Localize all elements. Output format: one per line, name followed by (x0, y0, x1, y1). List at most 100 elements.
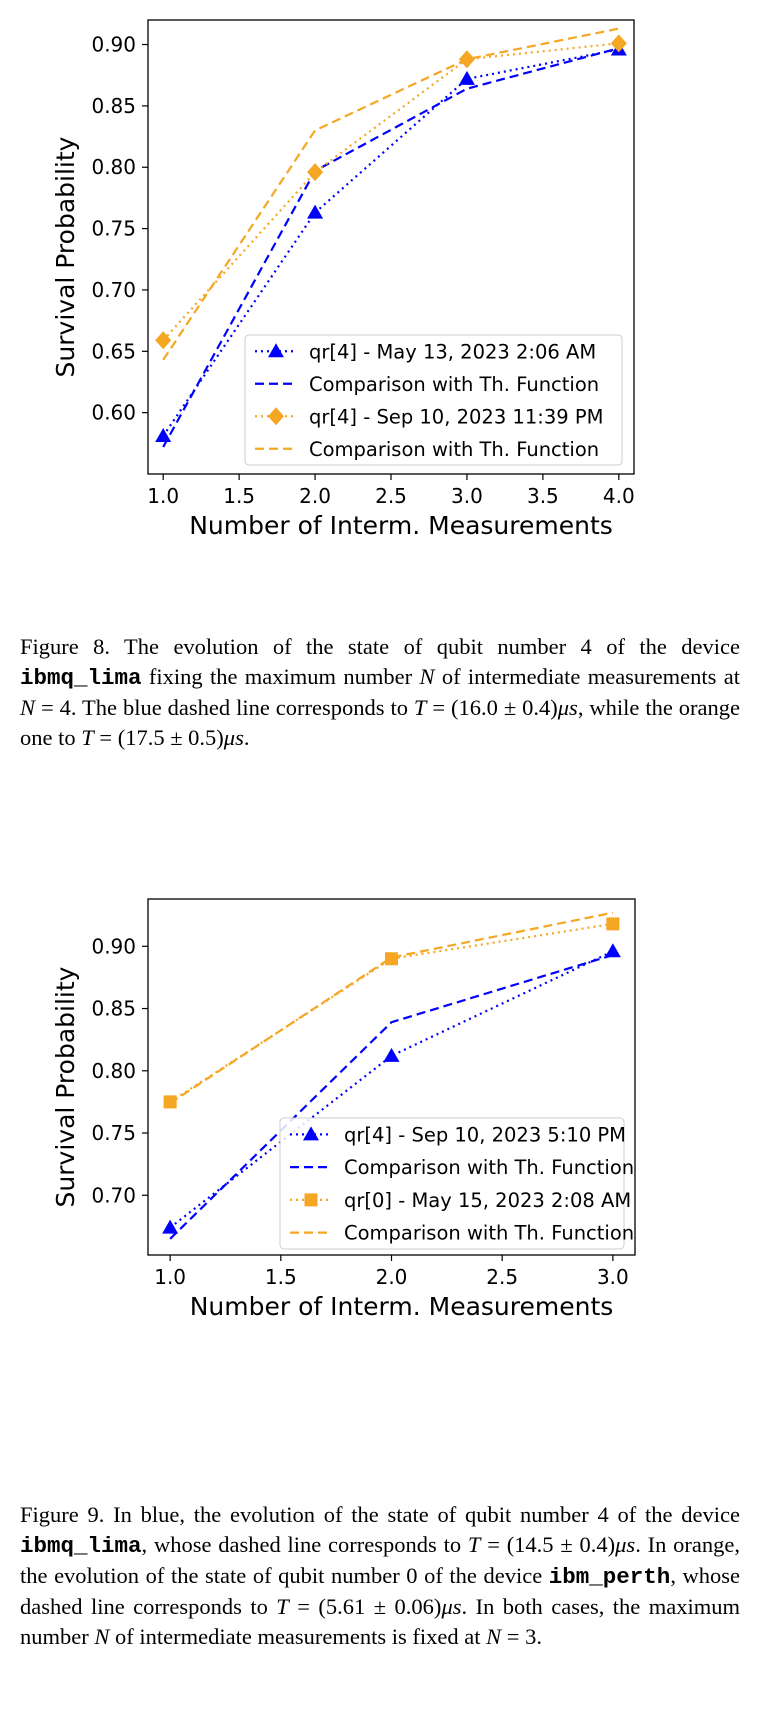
caption-text: of intermediate measurements at (434, 664, 740, 689)
math-var: N (94, 1624, 110, 1649)
y-axis-label: Survival Probability (51, 136, 80, 377)
series-3 (169, 911, 614, 1105)
caption-text: fixing the maximum number (141, 664, 420, 689)
y-tick-label: 0.75 (91, 1121, 136, 1145)
legend-label: qr[4] - May 13, 2023 2:06 AM (309, 340, 596, 363)
legend-label: Comparison with Th. Function (309, 438, 599, 461)
series-2 (163, 917, 620, 1109)
y-tick-label: 0.85 (91, 94, 136, 118)
math-unit: μs (557, 695, 578, 720)
legend: qr[4] - May 13, 2023 2:06 AM Comparison w… (244, 334, 623, 466)
x-tick-label: 1.0 (154, 1265, 186, 1289)
caption-text: , while the orange one to (20, 695, 740, 750)
caption-text: = (14.5 ± 0.4) (480, 1532, 616, 1557)
series-3 (162, 27, 620, 361)
series-0 (162, 943, 621, 1234)
series-1 (162, 47, 620, 448)
math-unit: μs (441, 1594, 462, 1619)
math-var: T (413, 695, 427, 720)
caption-text: , whose dashed line corresponds to (20, 1563, 741, 1619)
y-tick-label: 0.75 (91, 217, 136, 241)
caption-text: = (17.5 ± 0.5) (93, 725, 224, 750)
math-var: N (486, 1624, 502, 1649)
series-1 (169, 953, 614, 1240)
caption-text: of intermediate measurements is fixed at (109, 1624, 487, 1649)
legend-label: qr[4] - Sep 10, 2023 11:39 PM (309, 405, 603, 428)
math-var: T (276, 1594, 289, 1619)
device-name: ibmq_lima (20, 665, 142, 691)
x-axis-label: Number of Interm. Measurements (189, 511, 613, 540)
data-point (606, 917, 620, 931)
data-point (162, 1219, 179, 1234)
data-point (383, 1047, 400, 1062)
legend-marker (303, 1126, 319, 1141)
data-point (458, 70, 475, 85)
series-2 (155, 34, 627, 350)
y-tick-label: 0.80 (91, 1059, 136, 1083)
caption-text: , whose dashed line corresponds to (141, 1532, 468, 1557)
data-point (307, 204, 324, 219)
legend-label: Comparison with Th. Function (344, 1156, 634, 1179)
x-tick-label: 3.5 (527, 484, 559, 508)
series-line (162, 27, 620, 361)
legend-label: Comparison with Th. Function (344, 1222, 634, 1245)
figure-9-caption: Figure 9. In blue, the evolution of the … (20, 1500, 740, 1652)
x-tick-label: 1.5 (265, 1265, 297, 1289)
legend-label: qr[0] - May 15, 2023 2:08 AM (344, 1189, 631, 1212)
y-tick-label: 0.60 (91, 401, 136, 425)
math-var: T (467, 1532, 481, 1557)
data-point (307, 163, 324, 182)
math-var: T (81, 725, 94, 750)
x-tick-label: 4.0 (603, 484, 635, 508)
math-var: N (20, 695, 36, 720)
data-point (604, 943, 621, 958)
data-point (155, 331, 172, 350)
caption-text: = 3. (501, 1624, 542, 1649)
caption-text: Figure 8. The evolution of the state of … (20, 634, 740, 659)
caption-text: = (16.0 ± 0.4) (426, 695, 558, 720)
x-tick-label: 2.0 (299, 484, 331, 508)
x-tick-label: 2.5 (486, 1265, 518, 1289)
legend-box (279, 1117, 625, 1250)
y-tick-label: 0.70 (91, 278, 136, 302)
caption-text: . (243, 725, 250, 750)
math-unit: μs (223, 725, 244, 750)
caption-text: = (5.61 ± 0.06) (288, 1594, 442, 1619)
x-axis-label: Number of Interm. Measurements (190, 1292, 614, 1321)
series-line (162, 42, 619, 341)
x-tick-label: 2.0 (376, 1265, 408, 1289)
figure-8-caption: Figure 8. The evolution of the state of … (20, 632, 740, 753)
y-tick-label: 0.85 (91, 997, 136, 1021)
y-tick-label: 0.90 (91, 33, 136, 57)
data-point (610, 34, 627, 53)
data-point (155, 427, 172, 442)
series-line (169, 922, 614, 1103)
x-tick-label: 3.0 (597, 1265, 629, 1289)
y-axis-label: Survival Probability (51, 966, 80, 1207)
caption-text: Figure 9. In blue, the evolution of the … (20, 1502, 740, 1527)
data-point (385, 952, 398, 966)
figure-8-chart: 1.0 1.5 2.0 2.5 3.0 3.5 4.0 0.60 0.65 0.70 0.75 0.8… (51, 19, 635, 540)
x-tick-label: 2.5 (375, 484, 407, 508)
legend-box (244, 334, 623, 466)
y-tick-label: 0.80 (91, 155, 136, 179)
legend-marker (304, 1193, 318, 1207)
device-name: ibm_perth (548, 1564, 671, 1590)
legend-label: qr[4] - Sep 10, 2023 5:10 PM (344, 1123, 626, 1146)
x-tick-label: 1.5 (223, 484, 255, 508)
caption-text: . In orange, the evolution of the state … (20, 1532, 740, 1588)
series-line (169, 953, 614, 1240)
legend-marker (268, 343, 284, 358)
figure-9-chart: 1.0 1.5 2.0 2.5 3.0 0.70 0.75 0.80 0.85 0.90 Numbe… (51, 898, 636, 1321)
legend-label: Comparison with Th. Function (309, 373, 599, 396)
legend: qr[4] - Sep 10, 2023 5:10 PM Comparison w… (279, 1117, 634, 1250)
y-tick-label: 0.90 (91, 934, 136, 958)
device-name: ibmq_lima (20, 1533, 142, 1559)
series-line (162, 47, 620, 448)
x-tick-label: 1.0 (147, 484, 179, 508)
x-tick-label: 3.0 (451, 484, 483, 508)
series-0 (155, 41, 627, 442)
legend-marker (268, 407, 284, 426)
caption-text: = 4. The blue dashed line corresponds to (35, 695, 414, 720)
series-line (169, 911, 614, 1105)
